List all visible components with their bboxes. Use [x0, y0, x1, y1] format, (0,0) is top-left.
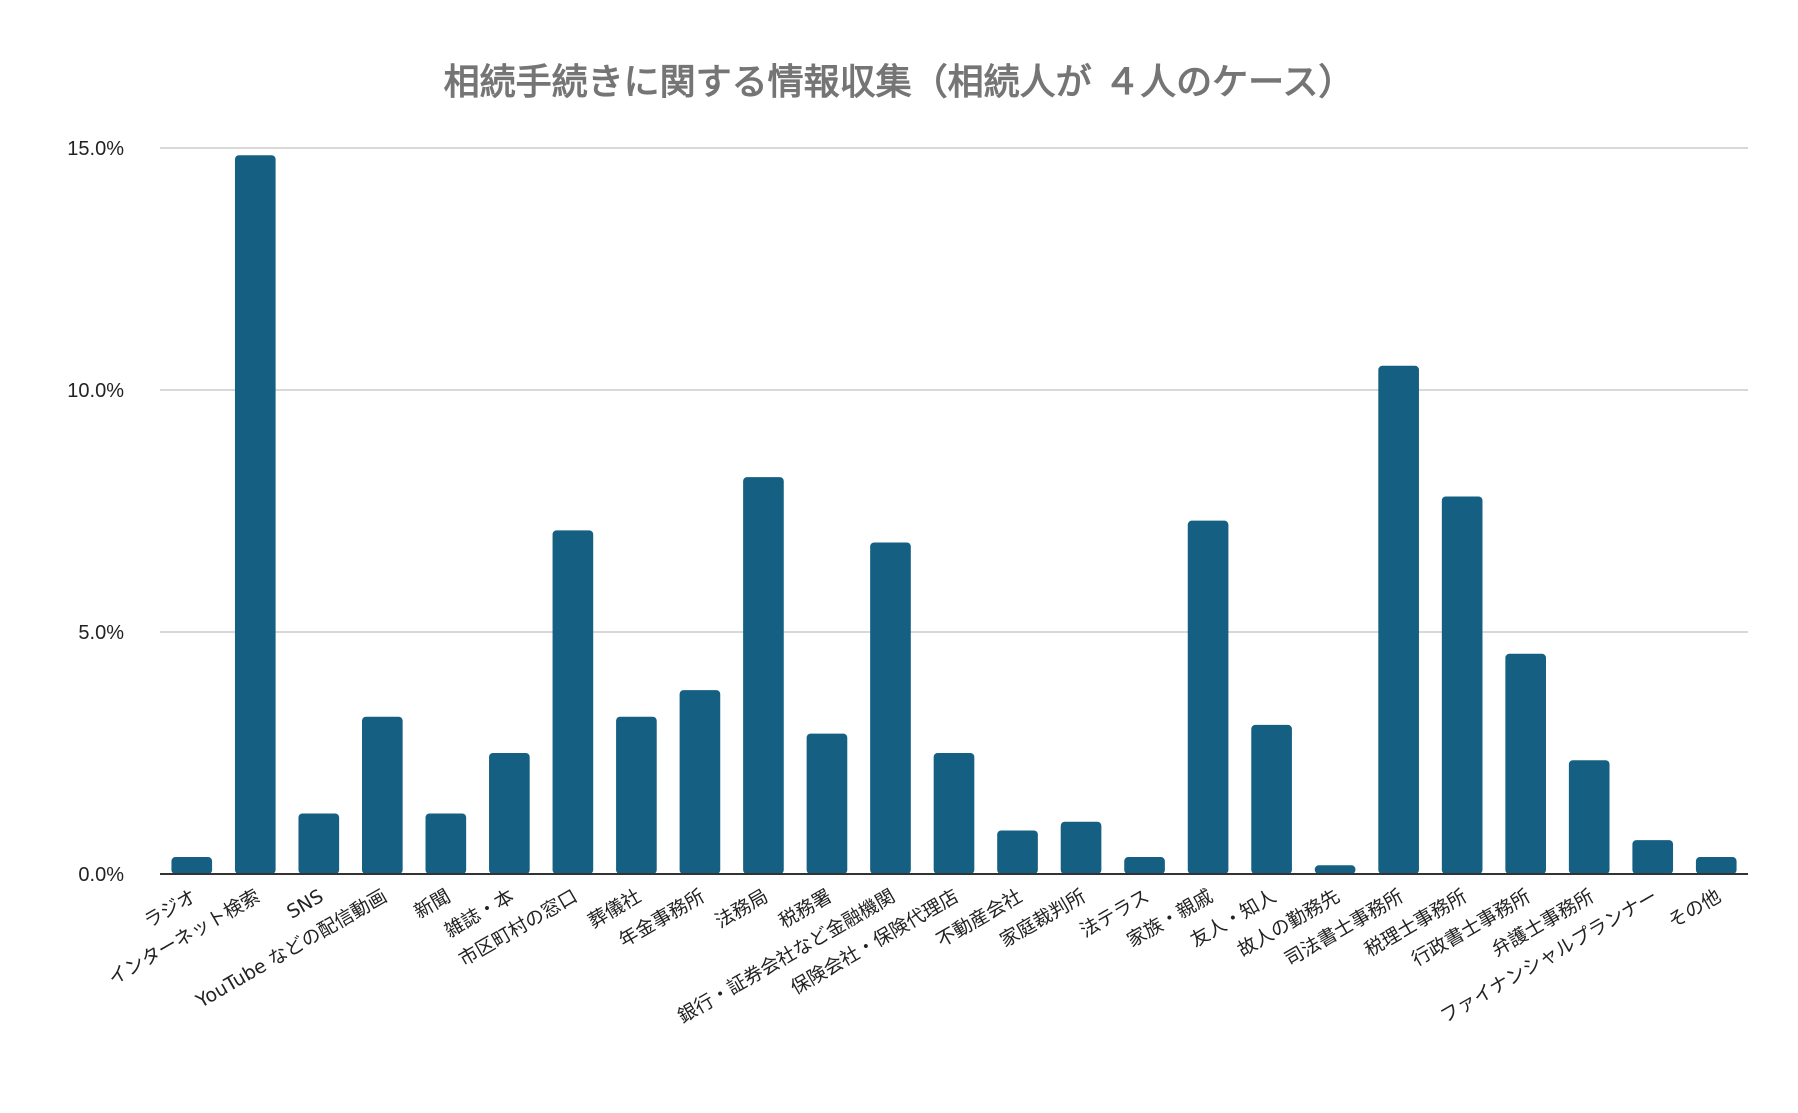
x-tick-label: その他 — [1664, 885, 1724, 933]
y-axis-tick-labels: 0.0% 5.0% 10.0% 15.0% — [67, 138, 124, 886]
bar — [1441, 496, 1483, 874]
bar — [1505, 653, 1547, 874]
bar — [1378, 365, 1419, 874]
y-tick-label: 15.0% — [67, 138, 124, 160]
x-tick-label: 法務局 — [712, 885, 772, 933]
chart-title: 相続手続きに関する情報収集（相続人が ４人のケース） — [444, 62, 1355, 103]
bar — [489, 753, 530, 874]
bar — [552, 530, 594, 874]
bar — [361, 716, 403, 874]
bar — [1695, 857, 1737, 874]
y-tick-label: 5.0% — [78, 622, 124, 644]
bars — [171, 155, 1737, 874]
x-tick-label: 新聞 — [410, 885, 454, 923]
bar — [806, 733, 848, 874]
bar — [743, 477, 784, 874]
bar — [997, 830, 1038, 874]
y-tick-label: 10.0% — [67, 380, 124, 402]
bar — [1060, 821, 1102, 874]
bar — [1251, 724, 1292, 874]
y-tick-label: 0.0% — [78, 864, 124, 886]
bar — [1124, 857, 1165, 874]
gridlines — [160, 147, 1748, 633]
bar — [1314, 865, 1356, 874]
bar — [298, 813, 340, 874]
bar — [234, 155, 276, 874]
x-tick-label: SNS — [283, 885, 327, 923]
bar — [1187, 520, 1229, 874]
bar — [679, 690, 721, 874]
bar — [425, 813, 467, 874]
bar — [171, 857, 213, 874]
bar — [1568, 760, 1610, 874]
bar — [1632, 840, 1674, 874]
bar — [933, 753, 975, 874]
bar — [870, 542, 911, 874]
bar — [616, 716, 657, 874]
